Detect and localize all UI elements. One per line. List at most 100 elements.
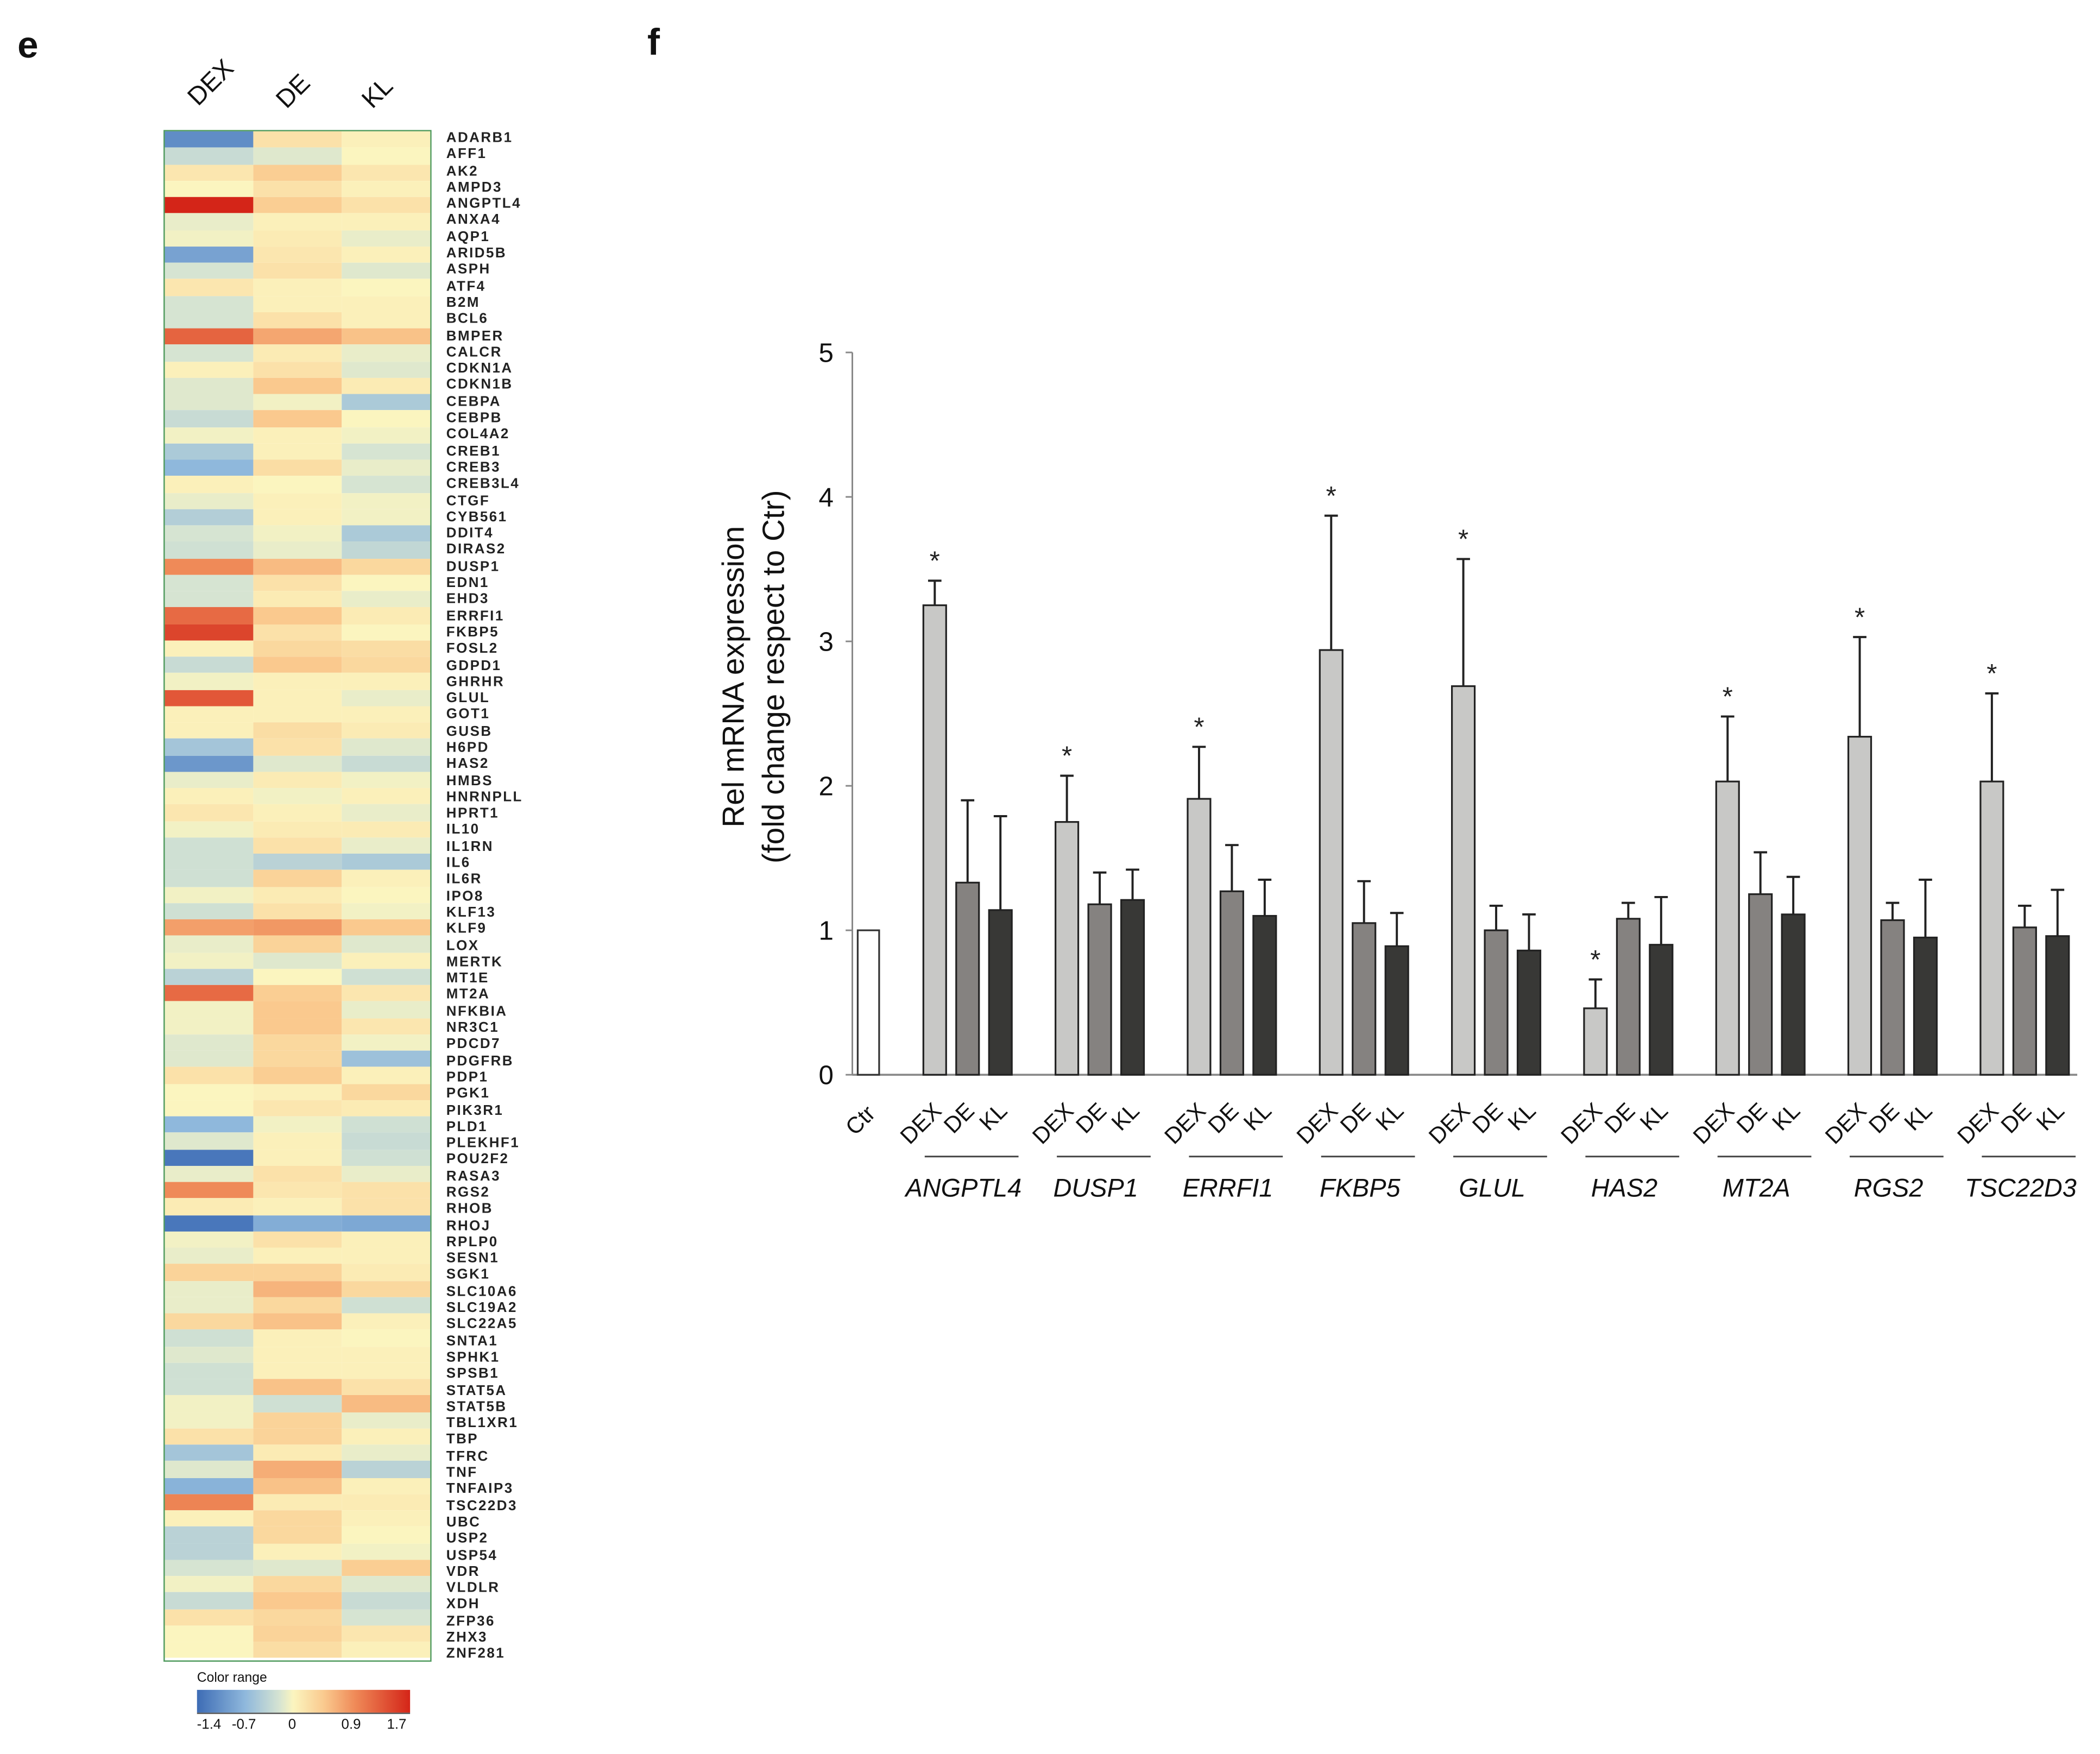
heatmap-cell-de (253, 1247, 342, 1264)
bar-dusp1-de (1087, 903, 1112, 1076)
heatmap-row (165, 1461, 431, 1478)
gene-label: AMPD3 (446, 179, 502, 196)
heatmap-cell-dex (165, 1592, 254, 1609)
heatmap-cell-dex (165, 1346, 254, 1363)
heatmap-cell-dex (165, 1231, 254, 1248)
group-label: RGS2 (1854, 1174, 1924, 1202)
heatmap-row (165, 361, 431, 378)
heatmap-cell-dex (165, 1001, 254, 1018)
gene-label: KLF13 (446, 904, 496, 921)
heatmap-row (165, 607, 431, 624)
heatmap-cell-kl (342, 1100, 431, 1116)
heatmap-cell-dex (165, 525, 254, 542)
heatmap-row (165, 903, 431, 919)
gene-label: B2M (446, 294, 480, 311)
heatmap-cell-de (253, 623, 342, 640)
x-tick-label: DE (1599, 1097, 1639, 1138)
heatmap-cell-kl (342, 164, 431, 181)
heatmap-cell-kl (342, 936, 431, 952)
heatmap-row (165, 1576, 431, 1593)
x-tick-label: KL (1106, 1097, 1144, 1135)
heatmap-row (165, 525, 431, 542)
significance-marker: * (930, 546, 940, 576)
heatmap-cell-dex (165, 1050, 254, 1067)
significance-marker: * (1458, 525, 1468, 554)
x-tick-label: DE (1203, 1097, 1243, 1138)
heatmap-cell-de (253, 1215, 342, 1232)
panel-label-f: f (647, 21, 660, 63)
heatmap-cell-kl (342, 180, 431, 197)
heatmap-cell-kl (342, 1247, 431, 1264)
heatmap-row (165, 886, 431, 903)
bar-rgs2-de (1880, 919, 1905, 1076)
group-label: TSC22D3 (1965, 1174, 2077, 1202)
heatmap-cell-de (253, 279, 342, 296)
heatmap-cell-kl (342, 903, 431, 919)
gene-label: NFKBIA (446, 1003, 508, 1020)
bar-rgs2-dex (1847, 736, 1872, 1076)
gene-label: STAT5B (446, 1399, 507, 1415)
heatmap-cell-kl (342, 295, 431, 312)
gene-label: SLC22A5 (446, 1316, 518, 1333)
x-tick-label: KL (1767, 1097, 1805, 1135)
heatmap-row (165, 509, 431, 526)
heatmap-cell-dex (165, 328, 254, 345)
bar-has2-dex (1583, 1007, 1608, 1076)
heatmap-row (165, 673, 431, 690)
heatmap-cell-dex (165, 1411, 254, 1429)
heatmap-cell-kl (342, 919, 431, 936)
heatmap-cell-kl (342, 837, 431, 854)
bar-angptl4-dex (922, 604, 947, 1076)
heatmap-row (165, 1428, 431, 1445)
heatmap-cell-de (253, 394, 342, 411)
heatmap-cell-dex (165, 1493, 254, 1511)
group-label: ANGPTL4 (904, 1174, 1022, 1202)
heatmap-row (165, 1116, 431, 1133)
gene-label: FKBP5 (446, 624, 500, 641)
heatmap-cell-dex (165, 246, 254, 263)
heatmap-cell-kl (342, 1362, 431, 1379)
heatmap-cell-de (253, 1411, 342, 1429)
gene-label: ASPH (446, 262, 491, 278)
x-tick-label: KL (1503, 1097, 1541, 1135)
group-label: MT2A (1723, 1174, 1790, 1202)
gene-label: ANXA4 (446, 212, 501, 229)
heatmap-cell-de (253, 230, 342, 247)
heatmap-row (165, 1149, 431, 1166)
gene-label: AQP1 (446, 229, 490, 245)
heatmap-cell-de (253, 180, 342, 197)
heatmap-cell-de (253, 853, 342, 870)
heatmap-row (165, 837, 431, 854)
heatmap-cell-kl (342, 985, 431, 1002)
heatmap-cell-kl (342, 1493, 431, 1511)
heatmap-cell-de (253, 607, 342, 624)
heatmap-cell-de (253, 1362, 342, 1379)
color-range-bar (197, 1689, 411, 1714)
x-tick-label: DE (1071, 1097, 1111, 1138)
heatmap-cell-kl (342, 575, 431, 591)
heatmap-cell-dex (165, 148, 254, 165)
heatmap-cell-kl (342, 1625, 431, 1642)
gene-label: HNRNPLL (446, 789, 523, 805)
heatmap-cell-kl (342, 1116, 431, 1133)
heatmap-row (165, 213, 431, 230)
heatmap-row (165, 1395, 431, 1412)
heatmap-cell-dex (165, 1198, 254, 1215)
heatmap-cell-dex (165, 1379, 254, 1396)
bar-rgs2-kl (1913, 936, 1938, 1076)
y-tick-label: 0 (819, 1060, 834, 1090)
gene-label: CREB3 (446, 459, 501, 476)
gene-label: MERTK (446, 954, 503, 970)
gene-label: PLD1 (446, 1119, 488, 1135)
heatmap-row (165, 1608, 431, 1625)
heatmap-row (165, 295, 431, 312)
x-tick-label: DE (1335, 1097, 1375, 1138)
heatmap-cell-dex (165, 1067, 254, 1084)
heatmap-cell-de (253, 657, 342, 673)
heatmap-cell-kl (342, 1642, 431, 1658)
gene-label: AK2 (446, 163, 479, 179)
heatmap-row (165, 262, 431, 279)
y-axis-label: Rel mRNA expression (717, 526, 751, 828)
heatmap-cell-de (253, 936, 342, 952)
y-tick-label: 5 (819, 338, 834, 368)
